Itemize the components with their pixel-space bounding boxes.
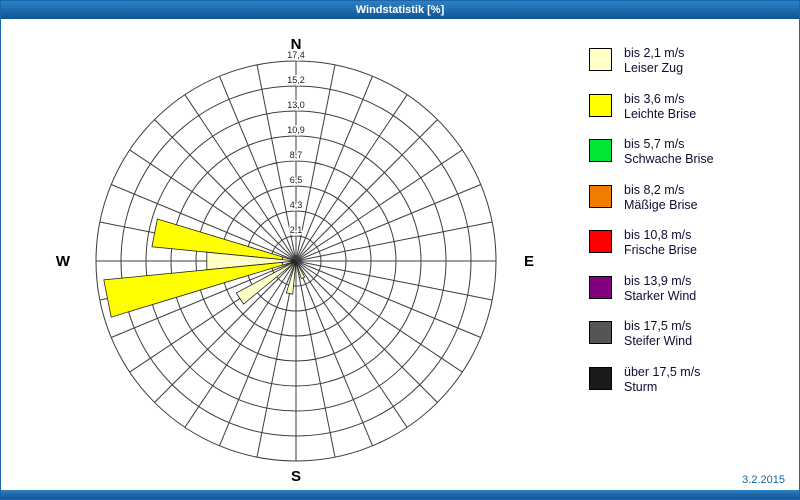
grid-spoke bbox=[256, 64, 297, 262]
legend-item-starker-wind: bis 13,9 m/s Starker Wind bbox=[589, 274, 794, 305]
legend-class-label: Leichte Brise bbox=[624, 106, 697, 121]
grid-spoke bbox=[295, 260, 373, 446]
legend-item-leichte-brise: bis 3,6 m/s Leichte Brise bbox=[589, 92, 794, 123]
window-title: Windstatistik [%] bbox=[355, 4, 445, 16]
grid-spoke bbox=[295, 94, 408, 262]
legend-item-sturm: über 17,5 m/s Sturm bbox=[589, 365, 794, 396]
wind-rose-bars bbox=[103, 218, 306, 318]
legend-item-steifer-wind: bis 17,5 m/s Steifer Wind bbox=[589, 319, 794, 350]
date-stamp: 3.2.2015 bbox=[742, 474, 785, 486]
grid-spoke bbox=[184, 260, 297, 428]
wind-bar-segment bbox=[285, 260, 297, 295]
legend-speed-label: bis 2,1 m/s bbox=[624, 46, 685, 60]
wind-bar-segment bbox=[151, 218, 284, 261]
legend-item-frische-brise: bis 10,8 m/s Frische Brise bbox=[589, 228, 794, 259]
grid-spoke bbox=[295, 149, 463, 262]
ring-label: 8,7 bbox=[290, 150, 303, 160]
title-bar: Windstatistik [%] bbox=[1, 1, 799, 19]
ring-labels: 2,1 4,3 6,5 8,7 10,9 13,0 15,2 17,4 bbox=[286, 49, 307, 237]
grid-spoke bbox=[295, 221, 493, 262]
legend-speed-label: bis 5,7 m/s bbox=[624, 137, 685, 151]
legend-swatch-steifer-wind bbox=[589, 321, 612, 344]
compass-labels: N S W E bbox=[56, 36, 534, 485]
legend-item-maessige-brise: bis 8,2 m/s Mäßige Brise bbox=[589, 183, 794, 214]
legend-class-label: Schwache Brise bbox=[624, 152, 714, 167]
grid-spoke bbox=[295, 119, 438, 262]
legend-swatch-maessige-brise bbox=[589, 184, 612, 208]
legend-swatch-sturm bbox=[589, 366, 612, 390]
legend-speed-label: bis 17,5 m/s bbox=[624, 319, 692, 333]
grid-spoke bbox=[295, 76, 373, 262]
legend-speed-label: bis 3,6 m/s bbox=[624, 91, 685, 106]
grid-spoke bbox=[219, 76, 297, 262]
legend-class-label: Mäßige Brise bbox=[624, 197, 698, 212]
ring-label: 4,3 bbox=[290, 200, 303, 210]
grid-spoke bbox=[184, 94, 297, 262]
wind-bar-segment bbox=[103, 261, 284, 318]
wind-bar-segment bbox=[235, 260, 297, 305]
grid-spoke bbox=[219, 260, 297, 446]
grid-spoke bbox=[129, 149, 297, 262]
legend-speed-label: bis 10,8 m/s bbox=[624, 228, 692, 242]
legend-item-leiser-zug: bis 2,1 m/s Leiser Zug bbox=[589, 46, 794, 77]
ring-label: 17,4 bbox=[287, 50, 305, 60]
compass-east: E bbox=[524, 253, 534, 270]
ring-label: 15,2 bbox=[287, 75, 305, 85]
grid-spoke bbox=[295, 260, 336, 458]
legend-swatch-leichte-brise bbox=[589, 93, 612, 117]
grid-spoke bbox=[295, 184, 481, 262]
grid-spoke bbox=[295, 260, 493, 301]
compass-west: W bbox=[56, 253, 71, 270]
legend-class-label: Steifer Wind bbox=[624, 334, 693, 349]
legend-class-label: Starker Wind bbox=[624, 288, 697, 303]
grid-spoke bbox=[295, 260, 481, 338]
legend-class-label: Sturm bbox=[624, 379, 658, 394]
grid-spoke bbox=[295, 260, 463, 373]
grid-spoke bbox=[154, 260, 297, 403]
wind-rose-chart: 2,1 4,3 6,5 8,7 10,9 13,0 15,2 17,4N S W E bbox=[56, 36, 534, 485]
legend-swatch-leiser-zug bbox=[589, 48, 612, 71]
grid-spoke bbox=[154, 119, 297, 262]
legend-class-label: Leiser Zug bbox=[624, 61, 684, 76]
ring-label: 13,0 bbox=[287, 100, 305, 110]
grid-spoke bbox=[111, 260, 297, 338]
legend-class-label: Frische Brise bbox=[624, 243, 697, 258]
legend-swatch-frische-brise bbox=[589, 230, 612, 253]
legend-speed-label: bis 8,2 m/s bbox=[624, 182, 685, 197]
ring-label: 2,1 bbox=[290, 225, 303, 235]
legend-speed-label: über 17,5 m/s bbox=[624, 364, 701, 379]
ring-label: 6,5 bbox=[290, 175, 303, 185]
grid-spoke bbox=[295, 260, 438, 403]
grid-spoke bbox=[295, 260, 408, 428]
bottom-bar bbox=[1, 490, 799, 499]
grid-spoke bbox=[295, 64, 336, 262]
legend-item-schwache-brise: bis 5,7 m/s Schwache Brise bbox=[589, 137, 794, 168]
legend-swatch-schwache-brise bbox=[589, 139, 612, 162]
polar-grid bbox=[95, 60, 497, 462]
compass-north: N bbox=[291, 36, 302, 53]
legend-swatch-starker-wind bbox=[589, 275, 612, 299]
compass-south: S bbox=[291, 468, 301, 485]
legend: bis 2,1 m/s Leiser Zug bis 3,6 m/s Leich… bbox=[589, 46, 794, 410]
legend-speed-label: bis 13,9 m/s bbox=[624, 273, 692, 288]
ring-label: 10,9 bbox=[287, 125, 305, 135]
wind-bar-segment bbox=[295, 260, 306, 280]
grid-spoke bbox=[111, 184, 297, 262]
